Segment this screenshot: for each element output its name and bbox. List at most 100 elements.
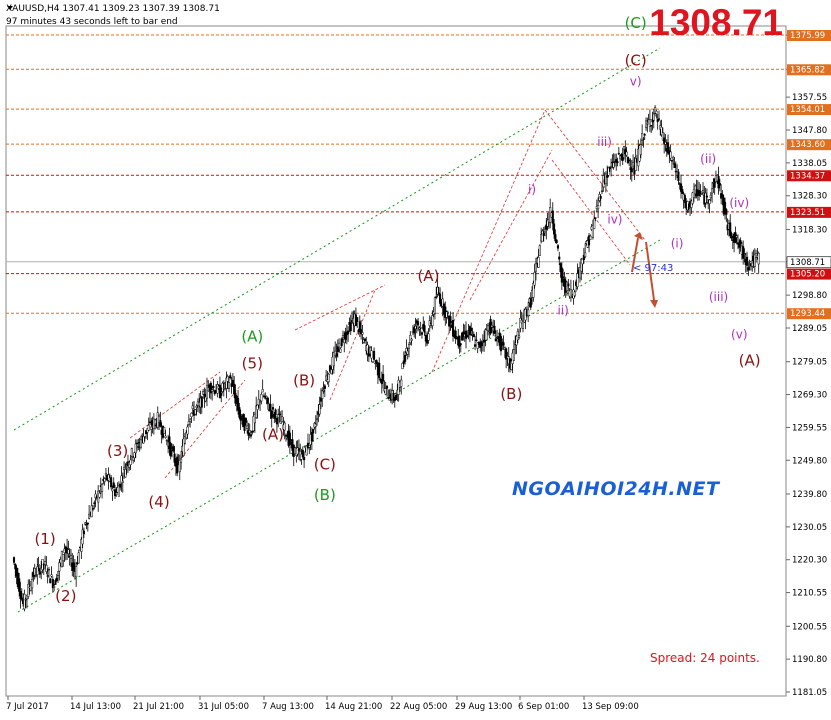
candle-body (262, 395, 266, 397)
candle-body (288, 432, 291, 445)
candle-body (113, 489, 117, 497)
candle-body (18, 578, 21, 592)
projection-arrow-up (631, 237, 639, 273)
candle-body (672, 156, 675, 160)
x-tick-label: 7 Aug 13:00 (262, 702, 314, 712)
candle-body (477, 341, 481, 345)
candle-body (67, 549, 70, 554)
level-badge (787, 206, 831, 218)
candle-body (119, 483, 122, 488)
candle-body (279, 420, 282, 424)
candle-body (401, 362, 404, 370)
candle-body (433, 297, 436, 314)
candle-body (132, 457, 135, 461)
menu-triangle (7, 6, 13, 10)
candle-body (589, 235, 592, 240)
candle-body (503, 347, 506, 350)
candle-body (642, 138, 645, 140)
candle-body (72, 562, 75, 570)
candle-body (31, 578, 34, 589)
candle-body (357, 329, 360, 333)
candle-body (15, 567, 18, 577)
candle-body (191, 405, 194, 409)
candle-body (332, 352, 335, 367)
candle-body (310, 432, 313, 442)
candle-body (607, 167, 610, 176)
candle-body (587, 235, 591, 246)
candle-body (616, 161, 619, 163)
candle-body (454, 330, 457, 340)
candle-body (133, 452, 136, 458)
candle-body (730, 233, 733, 239)
candle-body (569, 289, 572, 299)
candle-body (436, 287, 439, 295)
candle-body (674, 170, 677, 173)
candle-body (729, 222, 732, 236)
current-price-badge (786, 256, 831, 269)
candle-body (643, 134, 646, 136)
candle-body (407, 344, 411, 349)
candle-body (439, 293, 442, 304)
candle-body (501, 341, 504, 343)
candle-body (243, 418, 246, 431)
candle-body (555, 239, 558, 244)
candle-body (502, 342, 505, 346)
y-tick-label: 1279.05 (792, 358, 827, 368)
candle-body (82, 530, 85, 535)
candle-body (358, 321, 361, 330)
candle-body (543, 228, 547, 233)
candle-body (404, 354, 407, 362)
level-badge (787, 104, 831, 116)
candle-body (165, 439, 168, 442)
candle-body (582, 254, 585, 261)
candle-body (414, 325, 417, 330)
candle-body (695, 189, 698, 197)
wave-label: (A) (262, 425, 284, 443)
candle-body (45, 564, 48, 572)
candle-body (222, 388, 225, 390)
candle-body (567, 283, 570, 287)
wave-label: (v) (731, 327, 747, 341)
candle-body (753, 254, 756, 267)
candle-body (681, 189, 684, 194)
x-tick-label: 22 Aug 05:00 (390, 702, 447, 712)
candle-body (527, 309, 530, 316)
candle-body (296, 447, 299, 455)
candle-body (670, 160, 673, 162)
y-tick-label: 1318.30 (792, 225, 827, 235)
candle-body (142, 435, 145, 444)
level-label: 1365.82 (790, 65, 825, 75)
candle-body (639, 144, 642, 155)
candle-body (742, 246, 745, 259)
y-tick-label: 1200.55 (792, 622, 827, 632)
candle-body (624, 148, 627, 155)
candle-body (423, 325, 426, 333)
level-badge (787, 139, 831, 151)
candle-body (343, 338, 346, 344)
candle-body (713, 179, 716, 188)
level-label: 1375.99 (790, 31, 825, 41)
wave-label: (C) (625, 51, 647, 69)
current-price-display: 1308.71 (649, 2, 783, 43)
candle-body (80, 538, 83, 552)
candle-body (204, 396, 207, 402)
wave-label: (i) (671, 236, 684, 250)
level-badge (787, 268, 831, 280)
level-label: 1334.37 (790, 171, 825, 181)
wave-label: (A) (417, 267, 439, 285)
x-tick-label: 14 Jul 13:00 (70, 702, 121, 712)
candle-body (708, 199, 711, 204)
candle-body (512, 349, 515, 361)
candle-body (363, 338, 367, 342)
candle-body (580, 258, 583, 272)
candle-body (375, 360, 378, 364)
candle-body (238, 407, 241, 418)
wave-label: (4) (148, 493, 169, 511)
candle-body (490, 324, 493, 328)
candle-body (159, 420, 162, 427)
candle-body (14, 563, 17, 570)
candle-body (50, 574, 53, 577)
wave-trendline (294, 284, 386, 331)
y-tick-label: 1298.80 (792, 291, 827, 301)
